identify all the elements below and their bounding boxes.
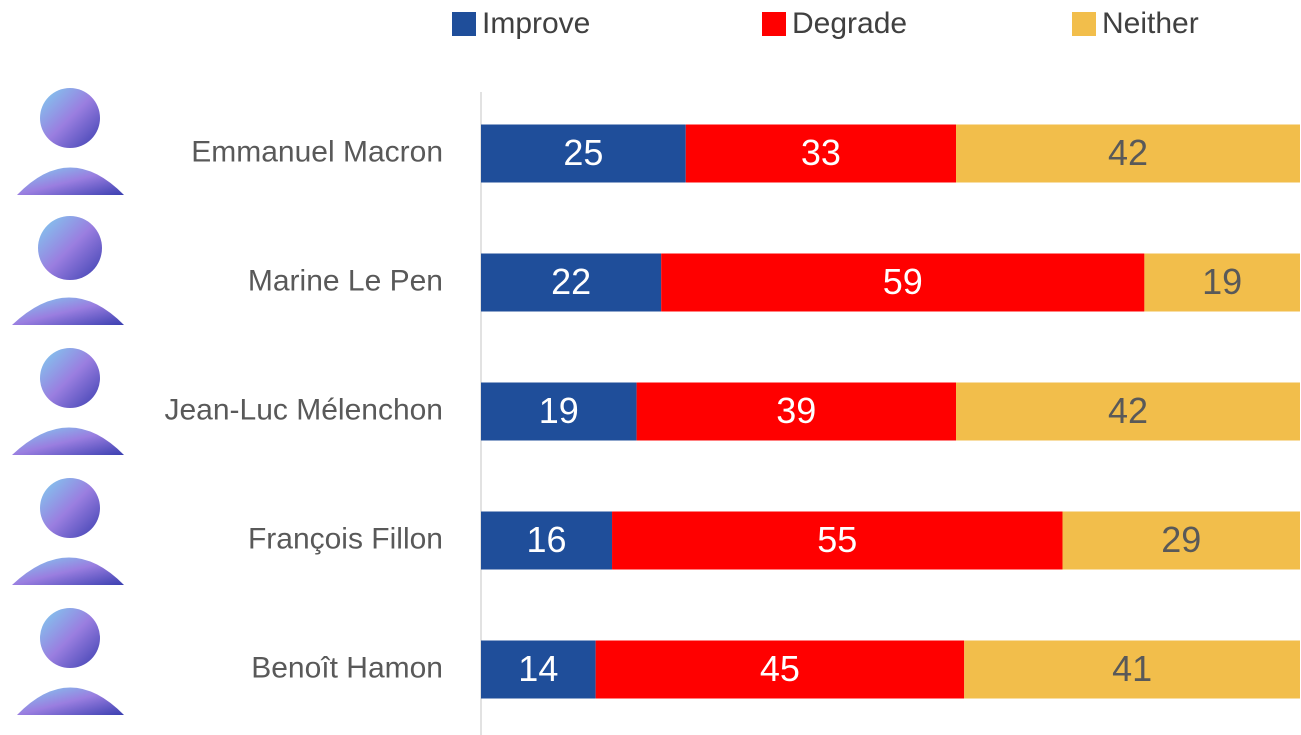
value-label: 55 bbox=[817, 519, 857, 560]
portraits bbox=[12, 88, 124, 715]
legend-label: Degrade bbox=[792, 7, 907, 40]
category-label: Benoît Hamon bbox=[251, 651, 443, 684]
bar-segment bbox=[956, 124, 1300, 183]
legend-label: Improve bbox=[482, 7, 590, 40]
value-label: 14 bbox=[518, 648, 558, 689]
legend-swatch bbox=[1072, 12, 1096, 36]
value-label: 29 bbox=[1161, 519, 1201, 560]
bar-segment bbox=[481, 253, 662, 312]
bar-segment bbox=[481, 640, 596, 699]
category-label: Emmanuel Macron bbox=[191, 135, 443, 168]
legend-label: Neither bbox=[1102, 7, 1199, 40]
bar-segment bbox=[964, 640, 1300, 699]
bar-segment bbox=[481, 124, 686, 183]
bar-segment bbox=[1062, 511, 1300, 570]
value-label: 39 bbox=[776, 390, 816, 431]
value-label: 19 bbox=[1202, 261, 1242, 302]
bar-segment bbox=[595, 640, 965, 699]
legend-swatch bbox=[762, 12, 786, 36]
value-label: 41 bbox=[1112, 648, 1152, 689]
bar-segment bbox=[612, 511, 1063, 570]
bar-segment bbox=[636, 382, 957, 441]
category-label: Jean-Luc Mélenchon bbox=[164, 393, 443, 426]
category-label: Marine Le Pen bbox=[248, 264, 443, 297]
value-label: 16 bbox=[526, 519, 566, 560]
value-label: 19 bbox=[539, 390, 579, 431]
value-label: 42 bbox=[1108, 390, 1148, 431]
value-label: 33 bbox=[801, 132, 841, 173]
bar-segment bbox=[661, 253, 1145, 312]
value-label: 22 bbox=[551, 261, 591, 302]
value-label: 59 bbox=[883, 261, 923, 302]
bar-segment bbox=[481, 511, 613, 570]
value-label: 25 bbox=[563, 132, 603, 173]
bar-segment bbox=[956, 382, 1300, 441]
value-label: 45 bbox=[760, 648, 800, 689]
bar-segment bbox=[1144, 253, 1300, 312]
bar-segment bbox=[685, 124, 957, 183]
category-label: François Fillon bbox=[248, 522, 443, 555]
value-label: 42 bbox=[1108, 132, 1148, 173]
bar-segment bbox=[481, 382, 637, 441]
legend-swatch bbox=[452, 12, 476, 36]
